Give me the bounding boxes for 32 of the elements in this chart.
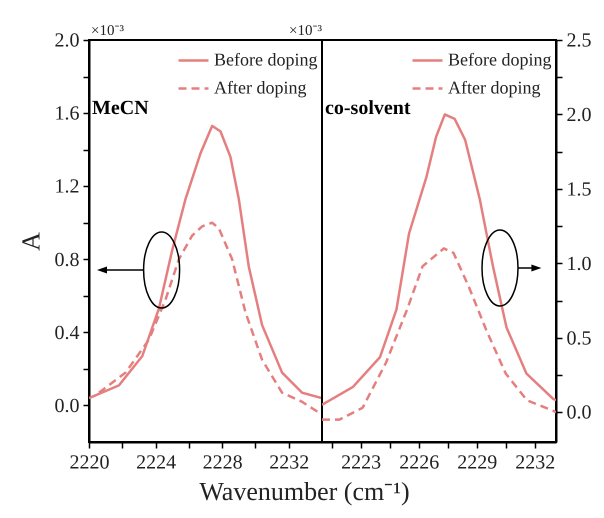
x-axis-title: Wavenumber (cm⁻¹) xyxy=(199,477,410,506)
line-series xyxy=(322,113,556,406)
y2-tick-label: 2.5 xyxy=(566,30,592,52)
x-tick-label: 2232 xyxy=(269,452,310,474)
annotation: co-solvent xyxy=(325,97,411,119)
x-tick-label: 2229 xyxy=(457,452,498,474)
y2-tick-label: 2.0 xyxy=(566,104,592,126)
x-tick-label: 2220 xyxy=(70,452,110,474)
y2-tick-label: 1.0 xyxy=(566,252,592,275)
y-tick-label: 1.2 xyxy=(54,176,80,198)
y-tick-label: 0.0 xyxy=(54,394,80,417)
annotation: MeCN xyxy=(92,97,150,119)
y-tick-label: 2.0 xyxy=(54,30,80,52)
line-series xyxy=(322,247,556,421)
text: ×10⁻³ xyxy=(289,23,322,39)
legend-label: After doping xyxy=(214,78,306,98)
legend-label: After doping xyxy=(448,78,540,98)
y2-tick-label: 0.0 xyxy=(566,402,592,424)
y-axis-title: A xyxy=(16,232,46,251)
x-tick-label: 2223 xyxy=(341,452,382,474)
y-tick-label: 1.6 xyxy=(54,102,80,125)
y-tick-label: 0.4 xyxy=(54,322,80,344)
y-tick-label: 0.8 xyxy=(54,248,80,271)
y2-tick-label: 1.5 xyxy=(566,178,592,200)
text: ×10⁻³ xyxy=(91,23,124,39)
y2-tick-label: 0.5 xyxy=(566,327,592,350)
x-tick-label: 2226 xyxy=(399,452,440,474)
x-tick-label: 2232 xyxy=(515,452,556,474)
x-tick-label: 2224 xyxy=(136,452,176,474)
x-tick-label: 2228 xyxy=(202,452,243,474)
legend-label: Before doping xyxy=(448,50,552,70)
legend-label: Before doping xyxy=(214,50,318,70)
